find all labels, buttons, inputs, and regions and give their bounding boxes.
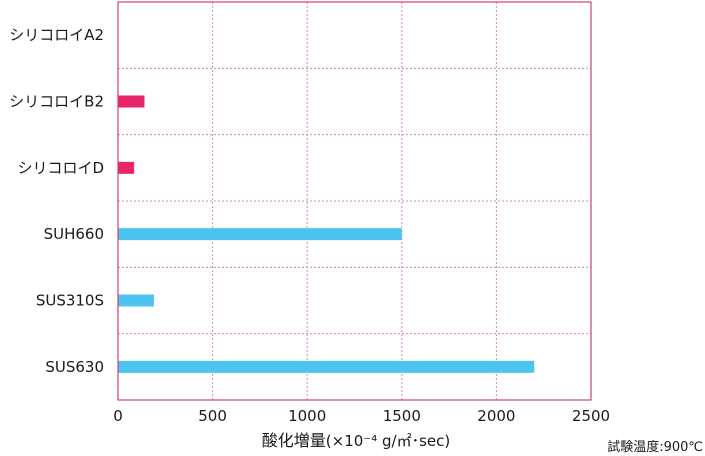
category-label: SUS630: [45, 358, 104, 376]
x-tick-labels: 0 500 1000 1500 2000 2500: [113, 407, 610, 425]
bar-3: [118, 161, 135, 174]
test-temperature-note: 試験温度:900℃: [607, 439, 703, 455]
x-axis-title-main: 酸化増量: [262, 431, 326, 450]
x-tick-label: 1000: [288, 407, 326, 425]
x-axis-title-unit: (×10⁻⁴ g/㎡･sec): [326, 432, 450, 450]
bar-4: [118, 228, 402, 241]
plot-frame: [117, 1, 592, 401]
category-label: シリコロイB2: [9, 93, 104, 111]
x-tick-label: 1500: [383, 407, 421, 425]
x-tick-label: 0: [113, 407, 123, 425]
category-label: SUS310S: [36, 292, 104, 310]
grid-lines: [118, 2, 591, 400]
category-label: SUH660: [44, 225, 104, 243]
bar-6: [118, 360, 535, 373]
x-tick-label: 500: [198, 407, 227, 425]
x-tick-label: 2500: [572, 407, 610, 425]
x-axis-title: 酸化増量(×10⁻⁴ g/㎡･sec): [262, 431, 450, 450]
bars: [118, 95, 535, 373]
x-tick-label: 2000: [477, 407, 515, 425]
category-label: シリコロイD: [17, 159, 104, 177]
category-label: シリコロイA2: [9, 26, 104, 44]
bar-5: [118, 294, 154, 307]
category-labels: シリコロイA2 シリコロイB2 シリコロイD SUH660 SUS310S SUS630: [9, 26, 104, 376]
bar-2: [118, 95, 145, 108]
